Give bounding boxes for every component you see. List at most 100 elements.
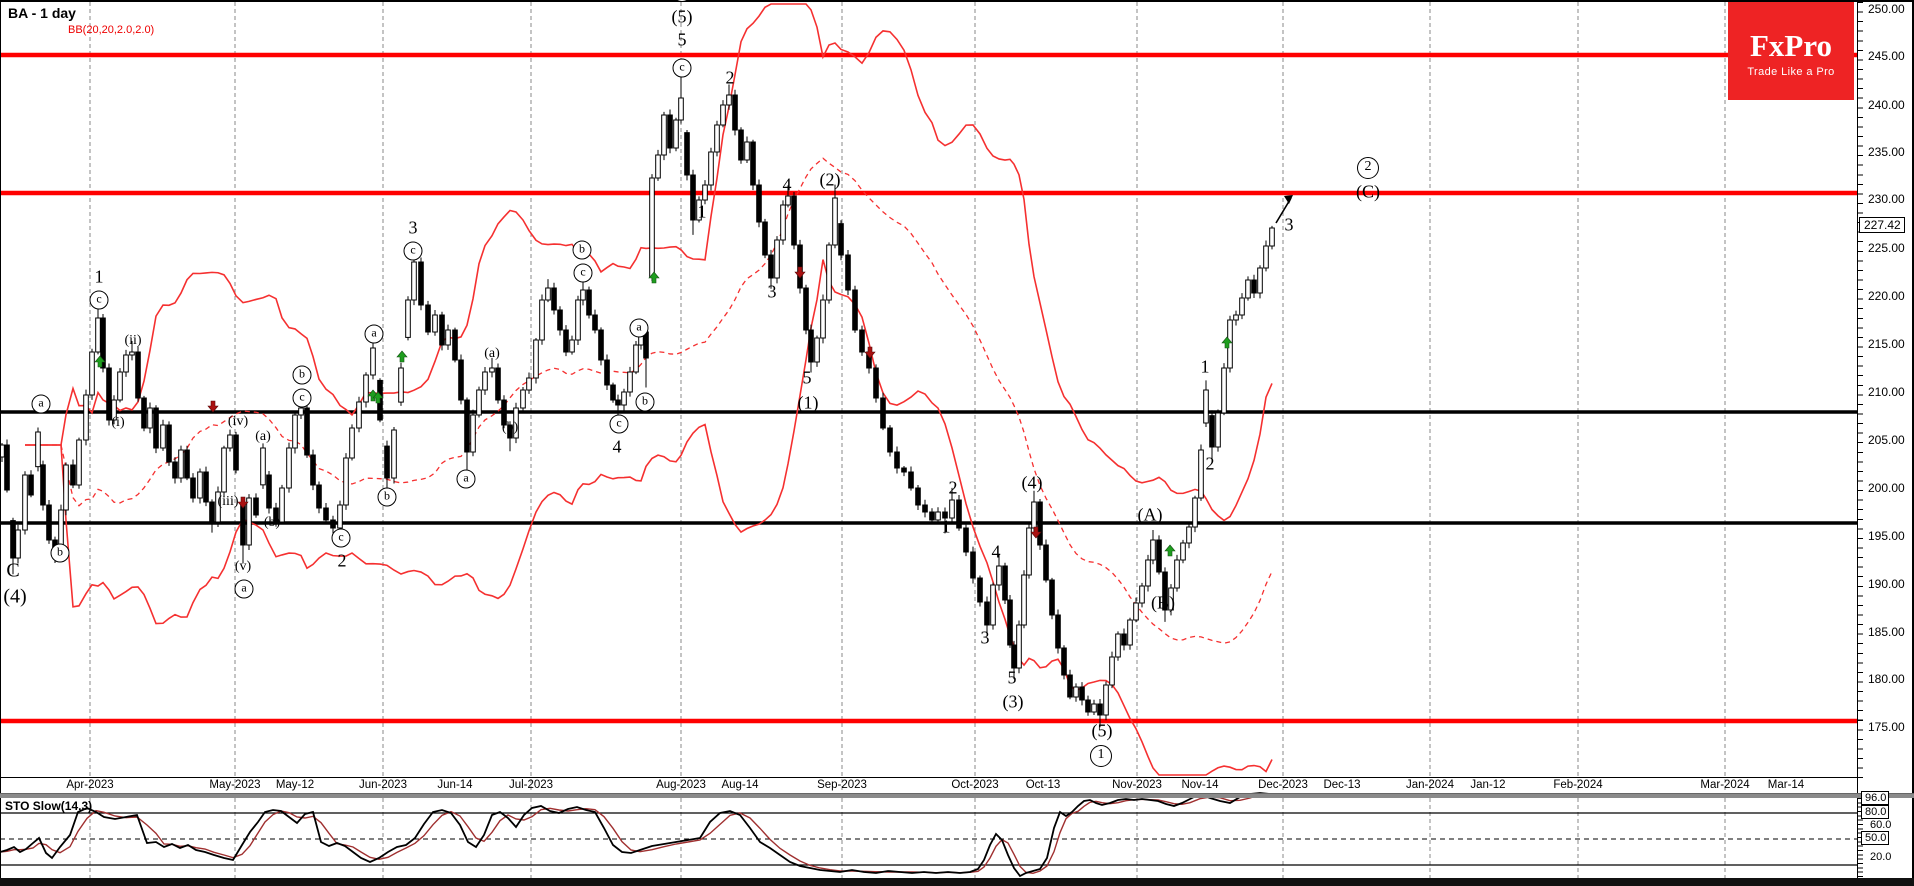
bollinger-upper-band [25, 3, 1273, 522]
price-axis-label: 200.00 [1868, 481, 1905, 495]
sell-signal-arrow-icon [864, 346, 876, 359]
candle-body [684, 132, 690, 176]
candle-body [106, 367, 112, 421]
price-axis-label: 180.00 [1868, 672, 1905, 686]
wave-label-5: 5 [1007, 667, 1017, 688]
candle-body [1016, 624, 1022, 669]
candle-body [633, 344, 639, 373]
candle-body [1049, 579, 1055, 616]
sto-signal-line [0, 792, 1271, 875]
wave-label-3: 3 [1284, 214, 1294, 235]
candle-body [1156, 539, 1162, 573]
wave-label-b: b [572, 240, 592, 260]
candle-body [942, 511, 948, 519]
candle-body [533, 339, 539, 379]
time-axis-label: May-12 [275, 779, 315, 791]
buy-signal-arrow-icon [372, 391, 384, 404]
candle-body [586, 289, 592, 316]
candle-body [370, 347, 376, 376]
wave-label-b: (b) [501, 420, 519, 435]
candle-body [153, 407, 159, 449]
candle-body [873, 367, 879, 399]
candle-body [750, 141, 756, 186]
candle-body [996, 565, 1002, 586]
candle-body [46, 504, 52, 541]
candle-body [1026, 527, 1032, 576]
wave-label-A: (A) [1137, 504, 1163, 525]
candle-body [690, 174, 696, 221]
frame-right [1912, 0, 1914, 886]
candle-body [391, 429, 397, 479]
candle-body [501, 399, 507, 426]
time-axis-label: Apr-2023 [66, 779, 114, 791]
candle-body [111, 399, 117, 421]
candle-body [915, 487, 921, 506]
candle-body [785, 195, 791, 206]
sto-value-marker: 50.0 [1861, 831, 1890, 845]
candle-body [1097, 703, 1103, 716]
wave-label-3: 3 [980, 627, 990, 648]
candle-body [405, 299, 411, 338]
candle-body [1215, 412, 1221, 448]
candle-body [1203, 389, 1209, 424]
candle-body [908, 471, 914, 489]
time-axis-label: Oct-13 [1025, 779, 1061, 791]
buy-signal-arrow-icon [648, 271, 660, 284]
candle-body [803, 287, 809, 331]
time-axis-label: Oct-2023 [951, 779, 999, 791]
candle-body [411, 261, 417, 301]
candle-body [797, 244, 803, 289]
candle-body [323, 507, 329, 521]
buy-signal-arrow-icon [396, 350, 408, 363]
candle-body [1263, 245, 1269, 269]
candle-body [744, 141, 750, 161]
price-axis-label: 195.00 [1868, 529, 1905, 543]
stochastic-indicator-label: STO Slow(14,3) [5, 799, 93, 813]
wave-label-4: (4) [3, 585, 27, 608]
candle-body [266, 474, 272, 509]
candle-body [1145, 559, 1151, 587]
buy-signal-arrow-icon [1221, 336, 1233, 349]
candle-body [901, 467, 907, 473]
candle-body [1239, 297, 1245, 316]
pane-separator[interactable] [0, 793, 1914, 798]
wave-label-iii: (iii) [217, 494, 239, 509]
time-axis-label: Mar-14 [1767, 779, 1805, 791]
candle-body [1150, 539, 1156, 561]
wave-label-4: 4 [612, 436, 622, 457]
wave-label-4: 4 [991, 541, 1001, 562]
candle-body [298, 407, 304, 416]
candle-body [1269, 227, 1275, 247]
candle-body [452, 329, 458, 361]
wave-label-c: c [89, 290, 109, 310]
candle-body [1055, 614, 1061, 649]
wave-label-c: c [573, 263, 593, 283]
wave-label-1: 1 [1090, 745, 1112, 767]
candle-body [1109, 656, 1115, 686]
buy-signal-arrow-icon [1164, 544, 1176, 557]
fxpro-brand-text: FxPro [1749, 28, 1833, 63]
wave-label-2: 2 [337, 550, 347, 571]
candle-body [621, 391, 627, 406]
candle-body [1073, 686, 1079, 698]
wave-label-a: (a) [255, 429, 271, 444]
bollinger-indicator-label: BB(20,20,2.0,2.0) [68, 24, 155, 36]
time-axis-label: Mar-2024 [1700, 779, 1750, 791]
candle-body [720, 104, 726, 126]
candle-body [129, 351, 135, 356]
wave-label-c: c [403, 241, 423, 261]
candle-body [580, 289, 586, 301]
candle-body [655, 154, 661, 179]
symbol-title: BA - 1 day [8, 5, 76, 21]
time-axis-label: Nov-14 [1181, 779, 1219, 791]
sto-main-line [0, 792, 1271, 878]
candle-body [1233, 314, 1239, 321]
time-axis-label: Nov-2023 [1112, 779, 1162, 791]
sto-axis-label: 20.0 [1870, 851, 1892, 863]
candle-body [1085, 699, 1091, 713]
time-axis-label: Jul-2023 [508, 779, 554, 791]
candle-body [279, 487, 285, 523]
wave-label-b: (b) [263, 515, 281, 530]
candle-body [539, 299, 545, 341]
